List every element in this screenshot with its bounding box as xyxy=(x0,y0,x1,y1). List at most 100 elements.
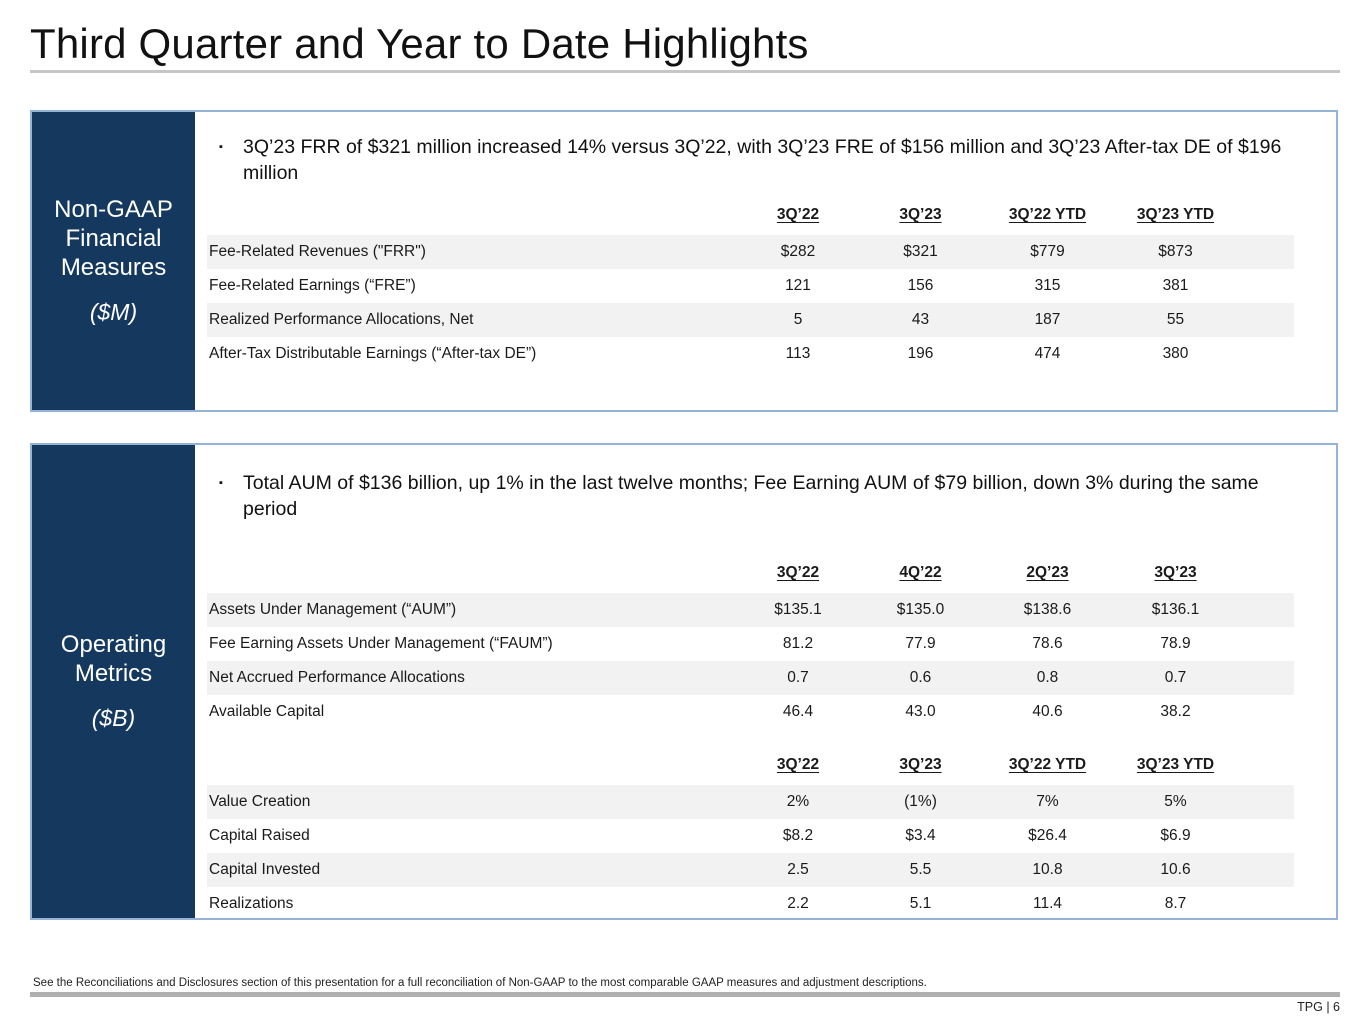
cell-value: 474 xyxy=(1034,344,1061,362)
row-label: Fee-Related Earnings (“FRE”) xyxy=(209,276,416,294)
cell-value: 187 xyxy=(1034,310,1061,328)
cell-value: 5 xyxy=(793,310,803,328)
cell-value: (1%) xyxy=(904,792,937,810)
cell-value: 156 xyxy=(907,276,934,294)
panel-non-gaap: Non-GAAP Financial Measures ($M) ▪ 3Q’23… xyxy=(30,110,1338,412)
row-label: Assets Under Management (“AUM”) xyxy=(209,600,457,618)
cell-value: 0.6 xyxy=(909,668,932,686)
cell-value: $873 xyxy=(1158,242,1193,260)
table-body: Assets Under Management (“AUM”) $135.1 $… xyxy=(207,592,1294,729)
row-label: Value Creation xyxy=(209,792,311,810)
table-row: Value Creation 2% (1%) 7% 5% xyxy=(207,784,1294,819)
cell-value: 43 xyxy=(911,310,930,328)
cell-value: 196 xyxy=(907,344,934,362)
cell-value: 121 xyxy=(785,276,811,294)
table-row: Capital Invested 2.5 5.5 10.8 10.6 xyxy=(207,852,1294,887)
panel-content: ▪ 3Q’23 FRR of $321 million increased 14… xyxy=(195,112,1336,410)
cell-value: $138.6 xyxy=(1023,600,1072,618)
cell-value: 81.2 xyxy=(782,634,814,652)
cell-value: 43.0 xyxy=(905,702,936,720)
sidebar-title: Non-GAAP Financial Measures xyxy=(54,196,173,281)
sidebar-title: Operating Metrics xyxy=(60,631,167,687)
title-divider xyxy=(30,70,1340,73)
table-body: Value Creation 2% (1%) 7% 5% Capital Rai… xyxy=(207,784,1294,921)
row-label: Capital Invested xyxy=(209,860,321,878)
cell-value: $26.4 xyxy=(1028,826,1067,844)
table-row: Fee-Related Revenues ("FRR") $282 $321 $… xyxy=(207,234,1294,269)
cell-value: $8.2 xyxy=(782,826,814,844)
table-header-row: 3Q’22 4Q’22 2Q’23 3Q’23 xyxy=(207,561,1294,585)
column-header: 2Q’23 xyxy=(1026,563,1069,581)
table-row: Assets Under Management (“AUM”) $135.1 $… xyxy=(207,592,1294,627)
cell-value: $3.4 xyxy=(905,826,936,844)
column-header: 3Q’22 YTD xyxy=(1008,755,1087,773)
row-label: Capital Raised xyxy=(209,826,310,844)
cell-value: 113 xyxy=(785,344,811,362)
cell-value: 38.2 xyxy=(1160,702,1191,720)
sidebar-unit: ($M) xyxy=(89,298,138,325)
cell-value: 46.4 xyxy=(782,702,814,720)
cell-value: 5.5 xyxy=(909,860,932,878)
row-label: Fee Earning Assets Under Management (“FA… xyxy=(209,634,553,652)
cell-value: 380 xyxy=(1162,344,1189,362)
column-header: 3Q’22 xyxy=(776,563,820,581)
table-row: Fee Earning Assets Under Management (“FA… xyxy=(207,627,1294,661)
cell-value: 40.6 xyxy=(1032,702,1063,720)
cell-value: 8.7 xyxy=(1164,894,1187,912)
column-header: 3Q’23 xyxy=(899,205,942,223)
row-label: Realizations xyxy=(209,894,294,912)
cell-value: 77.9 xyxy=(905,634,936,652)
footer-divider xyxy=(30,992,1340,997)
cell-value: $282 xyxy=(780,242,816,260)
row-label: Net Accrued Performance Allocations xyxy=(209,668,465,686)
page-number: TPG | 6 xyxy=(1297,1000,1340,1014)
footnote-disclaimer: See the Reconciliations and Disclosures … xyxy=(33,977,927,989)
sidebar-unit: ($B) xyxy=(91,704,136,731)
column-header: 3Q’23 YTD xyxy=(1136,755,1215,773)
column-header: 3Q’23 xyxy=(899,755,942,773)
row-label: After-Tax Distributable Earnings (“After… xyxy=(209,344,537,362)
column-header: 3Q’23 xyxy=(1154,563,1197,581)
cell-value: 10.6 xyxy=(1160,860,1191,878)
table-body: Fee-Related Revenues ("FRR") $282 $321 $… xyxy=(207,234,1294,371)
activity-table: 3Q’22 3Q’23 3Q’22 YTD 3Q’23 YTD Value Cr… xyxy=(207,753,1294,921)
cell-value: $321 xyxy=(903,242,938,260)
table-row: Realizations 2.2 5.1 11.4 8.7 xyxy=(207,887,1294,921)
cell-value: 7% xyxy=(1036,792,1059,810)
table-row: Available Capital 46.4 43.0 40.6 38.2 xyxy=(207,695,1294,729)
table-row: Fee-Related Earnings (“FRE”) 121 156 315… xyxy=(207,269,1294,303)
cell-value: $6.9 xyxy=(1160,826,1191,844)
sidebar-non-gaap: Non-GAAP Financial Measures ($M) xyxy=(32,112,195,410)
cell-value: 2% xyxy=(786,792,810,810)
cell-value: $135.0 xyxy=(896,600,945,618)
cell-value: 5% xyxy=(1164,792,1187,810)
cell-value: 0.8 xyxy=(1036,668,1059,686)
bullet-text: 3Q’23 FRR of $321 million increased 14% … xyxy=(243,136,1282,185)
sidebar-operating-metrics: Operating Metrics ($B) xyxy=(32,445,195,918)
table-row: After-Tax Distributable Earnings (“After… xyxy=(207,337,1294,371)
column-header: 3Q’22 YTD xyxy=(1008,205,1087,223)
cell-value: $135.1 xyxy=(774,600,822,618)
column-header: 4Q’22 xyxy=(899,563,942,581)
bullet-item: ▪ 3Q’23 FRR of $321 million increased 14… xyxy=(219,134,1336,187)
cell-value: 0.7 xyxy=(1164,668,1187,686)
cell-value: 78.6 xyxy=(1032,634,1063,652)
cell-value: 0.7 xyxy=(787,668,809,686)
cell-value: 2.2 xyxy=(787,894,809,912)
non-gaap-table: 3Q’22 3Q’23 3Q’22 YTD 3Q’23 YTD Fee-Rela… xyxy=(207,203,1294,371)
cell-value: $779 xyxy=(1030,242,1065,260)
bullet-text: Total AUM of $136 billion, up 1% in the … xyxy=(243,472,1259,521)
table-row: Capital Raised $8.2 $3.4 $26.4 $6.9 xyxy=(207,819,1294,853)
bullet-item: ▪ Total AUM of $136 billion, up 1% in th… xyxy=(219,470,1336,523)
row-label: Available Capital xyxy=(209,702,325,720)
cell-value: 315 xyxy=(1034,276,1061,294)
table-row: Realized Performance Allocations, Net 5 … xyxy=(207,302,1294,337)
panel-operating-metrics: Operating Metrics ($B) ▪ Total AUM of $1… xyxy=(30,443,1338,920)
cell-value: $136.1 xyxy=(1151,600,1200,618)
cell-value: 381 xyxy=(1162,276,1189,294)
bullet-square-icon: ▪ xyxy=(219,141,223,153)
column-header: 3Q’23 YTD xyxy=(1136,205,1215,223)
cell-value: 10.8 xyxy=(1032,860,1063,878)
page-title: Third Quarter and Year to Date Highlight… xyxy=(30,20,809,67)
column-header: 3Q’22 xyxy=(776,755,820,773)
